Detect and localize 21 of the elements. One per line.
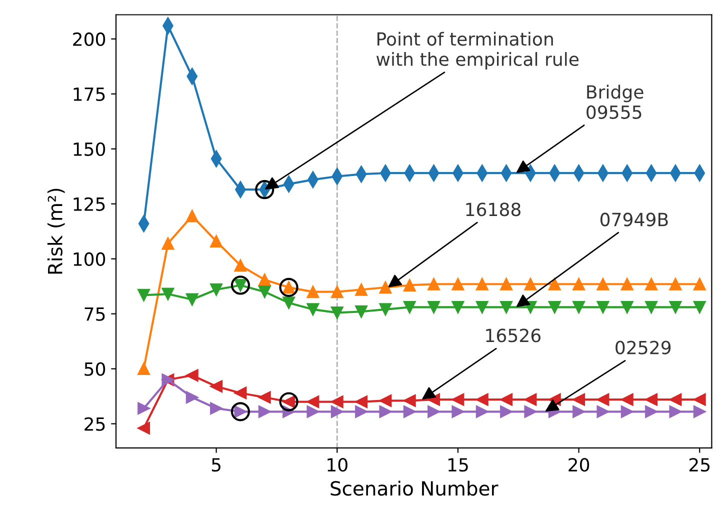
annotation: 16188: [466, 202, 520, 216]
y-tick-label: 75: [84, 308, 105, 321]
x-tick-label: 25: [689, 458, 710, 472]
annotation: 02529: [616, 340, 671, 354]
y-axis-title: Risk (m²): [47, 188, 65, 274]
annotation: 07949B: [600, 212, 668, 226]
x-tick-label: 5: [212, 458, 220, 472]
y-tick-label: 175: [74, 88, 105, 102]
y-tick-label: 125: [74, 197, 105, 211]
x-tick-label: 20: [568, 458, 590, 472]
x-axis-title: Scenario Number: [330, 480, 498, 496]
y-tick-label: 200: [73, 32, 106, 46]
annotation: Bridge 09555: [586, 84, 644, 119]
y-tick-label: 100: [74, 252, 106, 266]
y-tick-label: 50: [84, 362, 106, 376]
x-tick-label: 10: [328, 458, 348, 472]
annotation: 16526: [486, 328, 541, 342]
annotation: Point of termination with the empirical rule: [376, 32, 579, 70]
y-tick-label: 150: [74, 142, 106, 156]
x-tick-label: 15: [448, 458, 468, 472]
y-tick-label: 25: [84, 417, 105, 431]
